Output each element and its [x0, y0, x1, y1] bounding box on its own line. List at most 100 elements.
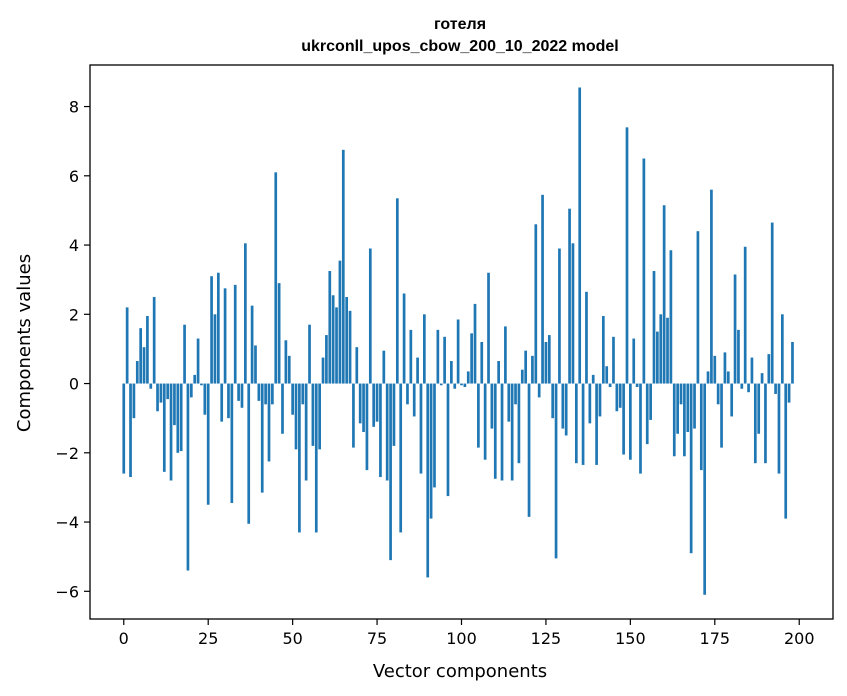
bar-113: [504, 326, 507, 384]
bar-103: [470, 333, 473, 384]
bar-67: [348, 310, 352, 384]
bar-35: [240, 383, 244, 408]
bar-66: [345, 296, 349, 384]
bar-109: [490, 383, 494, 429]
bar-87: [416, 357, 419, 384]
bar-150: [629, 383, 632, 460]
bar-172: [703, 383, 707, 595]
y-tick-label: 0: [69, 375, 79, 394]
bar-124: [541, 194, 544, 384]
bar-52: [298, 383, 301, 533]
bar-36: [244, 243, 247, 384]
bar-69: [355, 347, 359, 384]
bar-174: [710, 189, 713, 384]
x-tick-label: 200: [784, 629, 815, 648]
bar-3: [132, 383, 136, 419]
bar-188: [757, 383, 761, 434]
bar-138: [588, 383, 592, 424]
bar-155: [645, 383, 649, 445]
bar-142: [601, 316, 605, 384]
bar-92: [433, 383, 436, 488]
bar-93: [436, 329, 440, 384]
bar-29: [220, 383, 224, 422]
bar-191: [767, 354, 771, 384]
bar-28: [216, 272, 220, 384]
bar-32: [230, 383, 234, 504]
bar-182: [737, 329, 740, 384]
bar-82: [399, 383, 403, 533]
bar-152: [635, 383, 639, 388]
y-tick-label: 8: [69, 98, 79, 117]
bar-83: [402, 293, 406, 384]
bar-90: [426, 383, 430, 578]
bar-108: [487, 272, 490, 384]
bar-2: [129, 383, 132, 478]
bar-187: [753, 383, 757, 464]
bar-77: [382, 350, 386, 384]
bar-140: [595, 383, 598, 465]
bar-51: [294, 383, 298, 450]
bar-106: [480, 342, 484, 384]
bar-89: [423, 314, 426, 384]
bar-186: [750, 357, 754, 384]
bar-154: [642, 158, 646, 384]
bar-64: [338, 260, 342, 384]
bar-19: [186, 383, 190, 571]
bar-13: [166, 383, 170, 400]
bar-98: [453, 383, 457, 389]
bar-110: [493, 383, 497, 479]
bar-146: [615, 383, 619, 412]
bar-26: [210, 276, 213, 384]
bar-193: [774, 383, 777, 394]
bar-16: [176, 383, 180, 453]
bar-21: [193, 374, 197, 384]
bar-71: [362, 383, 365, 433]
bar-12: [162, 383, 166, 472]
bar-30: [223, 288, 227, 384]
bar-166: [683, 383, 686, 457]
bar-167: [686, 383, 690, 433]
bar-153: [639, 383, 642, 474]
bar-177: [720, 383, 723, 448]
bar-75: [375, 383, 379, 422]
bar-61: [328, 271, 332, 384]
bar-149: [625, 127, 629, 384]
bar-119: [524, 350, 528, 384]
bar-131: [564, 383, 568, 436]
bar-31: [227, 383, 230, 419]
bar-42: [264, 383, 267, 405]
bar-132: [568, 208, 571, 384]
bar-185: [747, 383, 750, 393]
bar-8: [149, 383, 153, 389]
bar-118: [520, 369, 524, 384]
bar-125: [544, 342, 548, 384]
bar-195: [780, 314, 784, 384]
bar-102: [466, 371, 470, 384]
bar-192: [770, 222, 774, 384]
x-tick-label: 100: [446, 629, 477, 648]
bar-141: [598, 383, 602, 417]
bar-79: [389, 383, 392, 561]
bar-176: [716, 383, 720, 405]
bar-134: [574, 383, 578, 464]
bar-40: [257, 383, 261, 401]
bar-72: [365, 383, 369, 471]
bar-121: [531, 355, 534, 384]
bar-53: [301, 383, 305, 405]
bar-137: [585, 291, 588, 384]
x-tick-label: 75: [367, 629, 387, 648]
bar-23: [200, 383, 203, 386]
bar-18: [183, 324, 186, 384]
bar-73: [368, 248, 372, 384]
bar-129: [558, 248, 561, 384]
bar-135: [578, 87, 582, 384]
bar-133: [571, 243, 575, 384]
bar-22: [196, 338, 200, 384]
x-tick-label: 0: [119, 629, 129, 648]
bar-47: [281, 383, 284, 434]
bar-181: [733, 274, 737, 384]
bar-84: [406, 383, 409, 405]
bar-10: [156, 383, 159, 412]
bar-6: [142, 347, 146, 384]
bar-0: [122, 383, 126, 474]
